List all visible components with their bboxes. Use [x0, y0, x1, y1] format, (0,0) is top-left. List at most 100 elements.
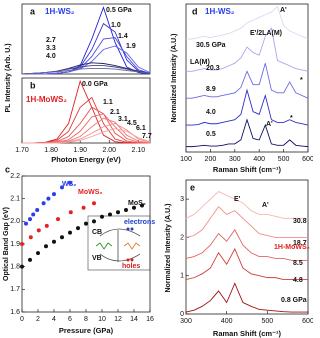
- series-label: 0.5: [206, 131, 216, 138]
- series-label: 8.9: [206, 86, 216, 93]
- y-axis-label: Normalized Intensity (A.U.): [165, 203, 172, 292]
- x-tick-label: 100: [180, 156, 192, 163]
- x-tick-label: 10: [98, 316, 106, 323]
- y-tick-label: 3: [180, 196, 184, 203]
- panel-title: 1H-MoWS₂: [26, 95, 67, 104]
- spectrum-line: [21, 67, 151, 75]
- spectrum-line: [186, 27, 309, 72]
- x-tick-label: 400: [253, 156, 265, 163]
- y-axis-label: PL Intensity (Arb. U.): [5, 43, 12, 112]
- spectrum-line: [186, 88, 309, 126]
- plot-frame: [21, 77, 151, 144]
- x-tick-label: 600: [302, 156, 313, 163]
- series-label: 4.0: [206, 109, 216, 116]
- data-point: [52, 192, 56, 197]
- series-label: 4.5: [127, 120, 137, 127]
- data-point: [60, 235, 64, 240]
- panel-label: c: [5, 164, 10, 174]
- x-tick-label: 300: [229, 156, 241, 163]
- data-point: [20, 242, 24, 246]
- x-tick-label: 300: [180, 318, 192, 325]
- annotation: *: [290, 115, 293, 122]
- series-label: 0.0 GPa: [82, 81, 108, 88]
- spectrum-line: [22, 128, 151, 144]
- y-tick-label: 2.2: [10, 173, 20, 180]
- plot-frame: [185, 179, 309, 315]
- series-label: 7.7: [142, 133, 152, 140]
- x-tick-label: 16: [146, 316, 154, 323]
- series-label: WS₂: [62, 181, 76, 188]
- annotation: A': [280, 7, 287, 14]
- plot-frame: [185, 3, 309, 153]
- data-point: [20, 264, 24, 269]
- series-label: 18.7: [293, 240, 307, 247]
- annotation: A': [266, 121, 273, 128]
- series-label: 1.4: [118, 33, 128, 40]
- annotation: E': [234, 196, 241, 203]
- series-label: MoWS₂: [78, 189, 103, 196]
- annotation: electrons: [124, 219, 155, 226]
- annotation: holes: [122, 263, 140, 270]
- data-point: [28, 235, 33, 240]
- x-tick-label: 6: [68, 316, 72, 323]
- annotation: LA(M): [190, 59, 210, 66]
- series-label: 3.1: [118, 116, 128, 123]
- data-point: [92, 201, 96, 206]
- annotation: VB: [92, 255, 102, 262]
- x-tick-label: 1.80: [44, 147, 58, 154]
- data-point: [31, 212, 36, 217]
- x-axis-label: Raman Shift (cm⁻¹): [213, 329, 282, 338]
- y-tick-label: 1: [180, 273, 184, 280]
- series-label: 1.9: [126, 43, 136, 50]
- spectrum-line: [186, 118, 309, 148]
- figure: a 1H-WS₂ PL Intensity (Arb. U.) 0.5 GPa 1.0 1…: [3, 3, 313, 338]
- spectrum-line: [185, 282, 308, 313]
- data-point: [52, 239, 56, 244]
- x-tick-label: 600: [302, 318, 313, 325]
- series-label: 3.3: [46, 45, 56, 52]
- y-tick-label: 0: [180, 311, 184, 318]
- x-tick-label: 2: [36, 316, 40, 323]
- x-tick-label: 1.70: [15, 147, 29, 154]
- x-tick-label: 4: [52, 316, 56, 323]
- x-tick-label: 200: [205, 156, 217, 163]
- y-axis-label: Normalized Intensity (A.U.): [171, 33, 178, 122]
- y-tick-label: 2.1: [10, 196, 20, 203]
- spectrum-line: [185, 228, 308, 261]
- x-tick-label: 2.00: [102, 147, 116, 154]
- band-inset: [87, 215, 151, 271]
- panel-title: 1H-WS₂: [45, 7, 75, 16]
- data-point: [68, 230, 72, 235]
- y-tick-label: 1.8: [10, 264, 20, 271]
- annotation: E'/2LA(M): [250, 30, 282, 37]
- y-tick-label: 1.7: [10, 286, 20, 293]
- data-point: [116, 210, 120, 215]
- panel-title: 1H-WS₂: [205, 7, 235, 16]
- x-axis-label: Pressure (GPa): [59, 326, 114, 335]
- data-point: [81, 205, 86, 210]
- x-tick-label: 400: [221, 318, 233, 325]
- series-label: MoS₂: [128, 200, 146, 207]
- annotation: 1H-MoWS₂: [274, 244, 310, 251]
- data-point: [56, 217, 60, 222]
- data-point: [140, 203, 144, 208]
- y-tick-label: 2: [180, 234, 184, 241]
- x-tick-label: 2.10: [132, 147, 146, 154]
- data-point: [132, 205, 136, 210]
- series-label: 4.0: [46, 53, 56, 60]
- data-point: [36, 251, 40, 256]
- y-tick-label: 2.0: [10, 218, 20, 225]
- series-label: 0.8 GPa: [281, 297, 307, 304]
- data-point: [60, 185, 64, 190]
- series-label: 30.5 GPa: [196, 42, 226, 49]
- panel-label: e: [190, 182, 195, 192]
- data-point: [84, 221, 88, 226]
- panel-label: b: [30, 80, 36, 90]
- spectrum-line: [186, 5, 309, 40]
- spectrum-line: [186, 63, 309, 99]
- x-tick-label: 1.90: [73, 147, 87, 154]
- annotation: A': [262, 202, 269, 209]
- annotation: *: [300, 77, 303, 84]
- plot-frame: [21, 3, 151, 75]
- data-point: [36, 228, 41, 233]
